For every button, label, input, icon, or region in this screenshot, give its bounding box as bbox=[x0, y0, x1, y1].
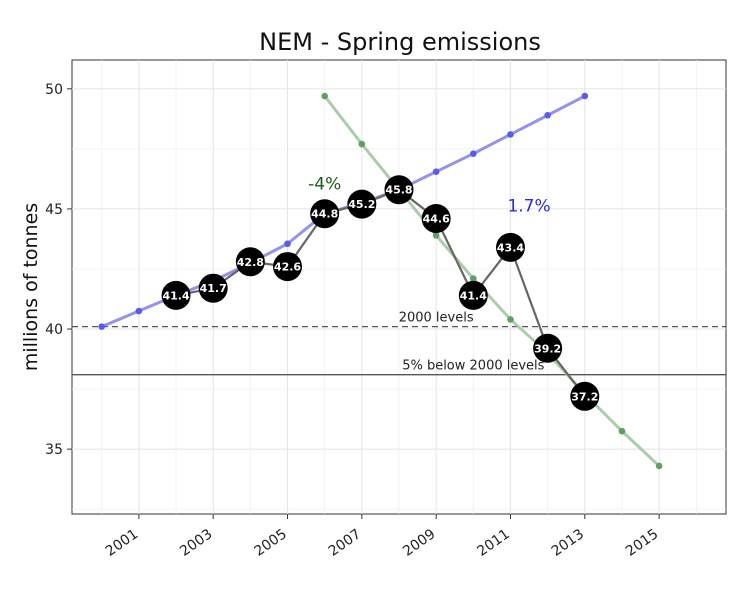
actual-point-label: 39.2 bbox=[534, 342, 561, 355]
actual-point-label: 41.7 bbox=[200, 282, 227, 295]
actual-point-label: 45.2 bbox=[348, 198, 375, 211]
actual-point bbox=[570, 381, 600, 411]
x-tick-label: 2001 bbox=[103, 526, 141, 560]
actual-point-label: 37.2 bbox=[571, 390, 598, 403]
actual-point bbox=[421, 204, 451, 234]
actual-point-label: 42.8 bbox=[237, 256, 264, 269]
x-tick-label: 2013 bbox=[549, 526, 587, 560]
actual-point-label: 44.6 bbox=[423, 213, 450, 226]
green-trend-point bbox=[321, 92, 328, 100]
annotation-1: -4% bbox=[308, 175, 341, 195]
blue-trend-point bbox=[284, 240, 291, 248]
x-tick-label: 2015 bbox=[623, 526, 661, 560]
x-tick-label: 2003 bbox=[177, 526, 215, 560]
x-tick-label: 2011 bbox=[474, 526, 512, 560]
actual-point bbox=[384, 175, 414, 205]
y-tick-label: 35 bbox=[45, 442, 63, 458]
actual-point-label: 45.8 bbox=[385, 184, 412, 197]
green-trend-point bbox=[655, 462, 663, 470]
x-tick-label: 2009 bbox=[400, 526, 438, 560]
plot-panel: 2000 levels 5% below 2000 levels 41.4 41.7… bbox=[71, 59, 727, 515]
y-tick-label: 40 bbox=[45, 322, 63, 338]
blue-trend-point bbox=[544, 111, 551, 119]
blue-trend-point bbox=[98, 323, 106, 330]
actual-point bbox=[533, 333, 563, 363]
blue-trend-point bbox=[581, 92, 589, 100]
x-tick-label: 2005 bbox=[251, 526, 289, 560]
x-tick-label: 2007 bbox=[326, 526, 364, 560]
y-tick-label: 50 bbox=[45, 82, 63, 98]
actual-point-label: 44.8 bbox=[311, 208, 338, 221]
actual-point bbox=[458, 280, 488, 310]
gridlines bbox=[72, 60, 726, 514]
annotation-2: 1.7% bbox=[507, 196, 550, 216]
green-trend-point bbox=[432, 232, 440, 239]
reference-label-2: 5% below 2000 levels bbox=[402, 359, 544, 374]
green-trend-line bbox=[323, 95, 661, 468]
y-axis-label: millions of tonnes bbox=[20, 203, 42, 371]
y-tick-label: 45 bbox=[45, 202, 63, 218]
blue-trend-point bbox=[135, 307, 143, 315]
actual-point bbox=[161, 280, 191, 310]
blue-trend-point bbox=[470, 150, 477, 157]
actual-series: 41.4 41.7 42.8 42.6 44.8 45.2 45.8 44.6 41.4 43.4… bbox=[161, 175, 600, 411]
actual-point bbox=[310, 199, 340, 229]
actual-point-label: 41.4 bbox=[162, 289, 189, 302]
actual-point bbox=[198, 273, 228, 303]
actual-point bbox=[235, 247, 265, 277]
reference-label-1: 2000 levels bbox=[399, 311, 474, 326]
actual-point bbox=[347, 189, 377, 219]
green-trend-point bbox=[358, 140, 366, 148]
annotations: -4% 1.7% bbox=[308, 175, 551, 217]
actual-point-label: 43.4 bbox=[497, 241, 524, 254]
actual-point-label: 42.6 bbox=[274, 261, 301, 274]
green-trend-point bbox=[470, 275, 477, 282]
actual-point bbox=[495, 232, 525, 262]
green-trend-point bbox=[507, 316, 514, 323]
actual-point bbox=[273, 252, 303, 282]
reference-lines: 2000 levels 5% below 2000 levels bbox=[72, 311, 726, 376]
actual-point-label: 41.4 bbox=[460, 289, 487, 302]
blue-trend-point bbox=[507, 131, 514, 138]
blue-trend-point bbox=[432, 168, 440, 175]
chart-title: NEM - Spring emissions bbox=[259, 28, 541, 56]
green-trend-point bbox=[618, 427, 626, 435]
